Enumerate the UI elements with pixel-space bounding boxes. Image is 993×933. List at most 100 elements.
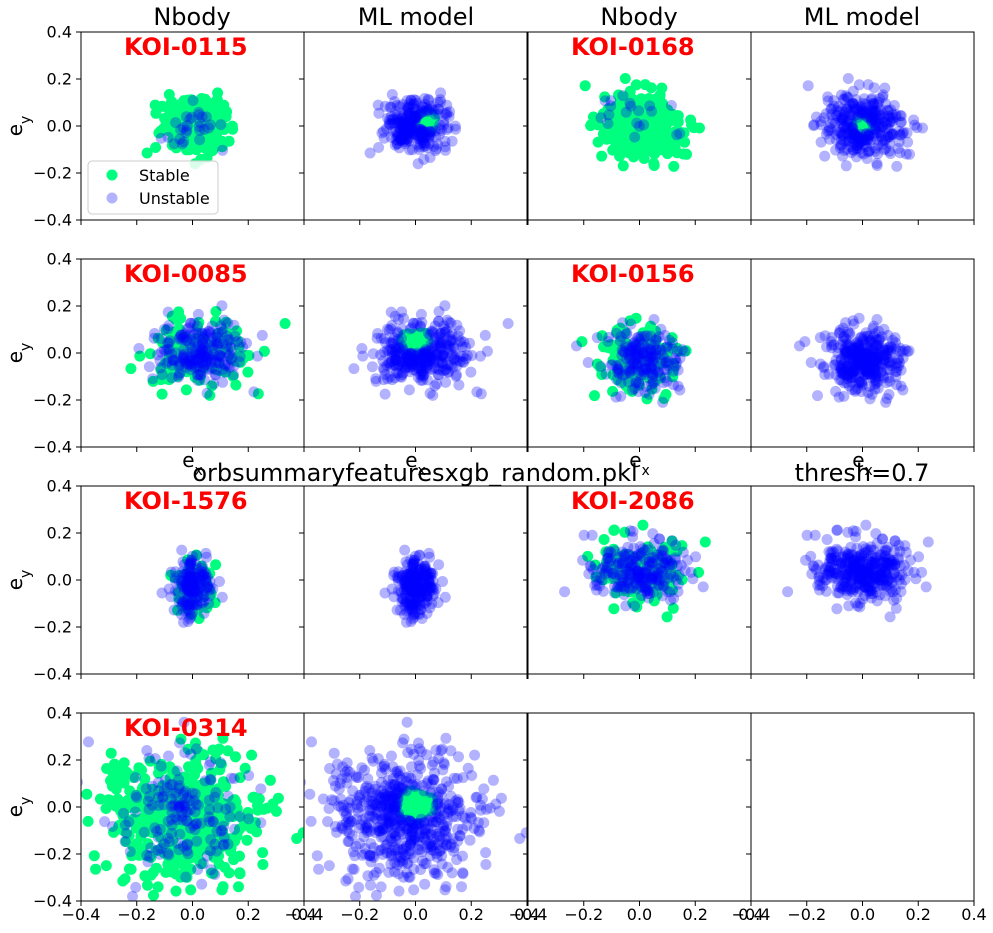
unstable-point [878,144,890,156]
unstable-point [183,598,195,610]
unstable-point [629,131,641,143]
unstable-point [847,365,859,377]
unstable-point [665,555,677,566]
stable-point [112,822,124,833]
stable-point [201,152,213,163]
unstable-point [838,390,850,402]
unstable-point [922,536,934,548]
stable-point [608,524,620,536]
stable-point [205,112,217,124]
unstable-point [129,772,141,783]
unstable-point [183,572,195,584]
unstable-point [421,590,433,602]
unstable-point [388,359,399,371]
unstable-point [863,130,875,142]
unstable-point [872,139,884,151]
unstable-point [622,574,634,586]
unstable-point [862,559,873,571]
unstable-point [119,836,131,847]
unstable-point [865,355,877,367]
unstable-point [384,114,395,126]
unstable-point [444,335,456,347]
unstable-point [839,93,851,105]
unstable-point [891,160,903,172]
unstable-point [843,123,855,135]
unstable-point [863,363,875,375]
unstable-point [873,344,885,356]
unstable-point [419,569,431,581]
unstable-point [869,578,881,590]
unstable-point [184,575,196,587]
points-KOI-0115-ml [364,87,462,170]
unstable-point [842,73,854,84]
unstable-point [845,121,857,133]
unstable-point [224,349,236,361]
unstable-point [404,570,415,582]
unstable-point [612,363,624,375]
unstable-point [653,533,665,545]
unstable-point [211,826,223,837]
unstable-point [869,562,881,574]
unstable-point [408,570,420,582]
unstable-point [178,329,190,341]
unstable-point [403,577,415,589]
unstable-point [888,555,900,566]
unstable-point [853,312,865,324]
unstable-point [399,128,411,140]
unstable-point [616,349,628,361]
unstable-point [400,350,412,362]
unstable-point [872,98,884,110]
unstable-point [185,556,197,568]
stable-point [223,867,235,879]
stable-point [177,348,189,360]
stable-point [241,834,253,846]
unstable-point [846,557,857,569]
unstable-point [176,575,187,587]
unstable-point [620,600,632,612]
unstable-point [840,346,852,357]
unstable-point [151,825,163,837]
unstable-point [408,102,419,114]
unstable-point [198,607,210,619]
unstable-point [815,119,827,131]
unstable-point [852,139,864,151]
unstable-point [177,350,189,362]
unstable-point [819,574,831,586]
unstable-point [418,349,430,361]
unstable-point [402,354,414,366]
unstable-point [837,93,849,105]
unstable-point [868,330,880,342]
unstable-point [179,585,191,597]
unstable-point [434,128,445,140]
stable-point [124,785,136,797]
stable-point [654,134,666,146]
stable-point [219,807,231,819]
unstable-point [423,129,435,140]
stable-point [163,89,175,100]
unstable-point [217,839,229,851]
unstable-point [641,585,653,597]
unstable-point [403,605,415,617]
unstable-point [632,570,644,582]
unstable-point [190,559,202,570]
unstable-point [652,580,664,592]
unstable-point [406,356,418,368]
unstable-point [184,600,195,612]
unstable-point [415,124,427,136]
unstable-point [386,337,398,349]
unstable-point [841,119,853,131]
unstable-point [671,560,683,572]
unstable-point [429,125,441,137]
unstable-point [427,346,439,357]
unstable-point [648,314,660,325]
unstable-point [181,845,193,857]
unstable-point [416,365,428,377]
unstable-point [200,574,212,586]
unstable-point [663,572,674,584]
unstable-point [380,337,392,349]
unstable-point [866,336,877,348]
unstable-point [836,374,847,386]
unstable-point [225,772,237,784]
unstable-point [888,545,900,556]
unstable-point [413,354,425,366]
